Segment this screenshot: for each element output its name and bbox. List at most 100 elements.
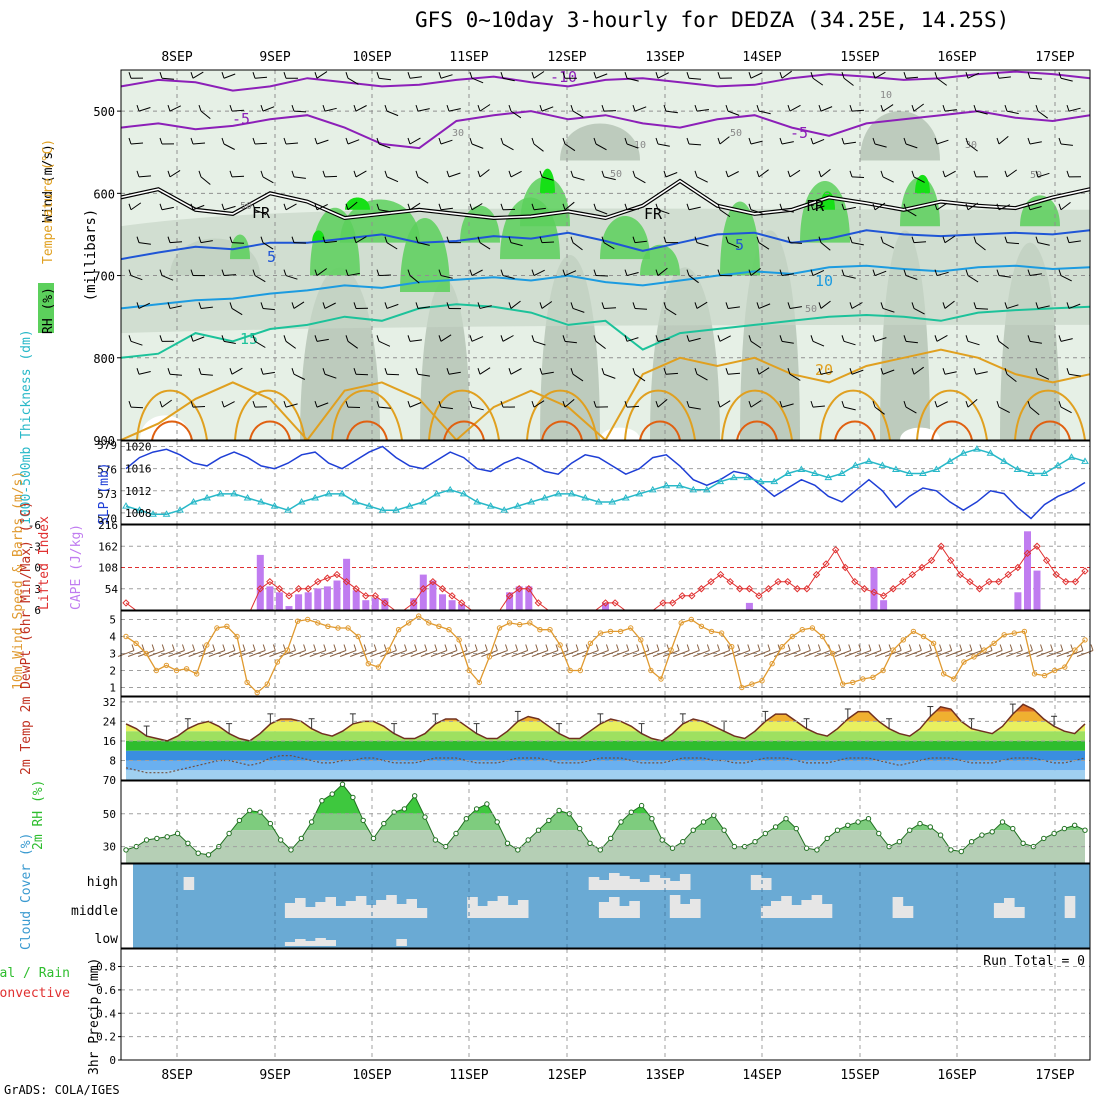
wind-barb	[820, 169, 831, 178]
wind-barb-flag	[903, 400, 907, 408]
surface-wind-barb-flag	[777, 644, 781, 651]
wind-barb	[688, 77, 702, 80]
wind-barb	[626, 405, 640, 408]
wind-barb	[936, 334, 948, 342]
wind-barb	[254, 142, 268, 145]
wind-barb	[758, 169, 769, 178]
wind-barb	[936, 401, 948, 408]
wind-barb	[913, 103, 924, 112]
wind-barb-flag	[477, 368, 481, 375]
wind-speed-marker	[779, 644, 785, 650]
wind-barb-flag	[1058, 400, 1062, 408]
rh-marker	[638, 802, 645, 809]
wind-barb-flag	[973, 104, 977, 112]
wind-barb-flag	[1058, 72, 1062, 79]
rh-marker	[319, 798, 325, 804]
wind-barb	[541, 106, 554, 112]
wind-barb	[440, 207, 453, 211]
wind-barb-flag	[345, 269, 349, 276]
wind-barb	[479, 104, 491, 112]
wind-barb-flag	[469, 137, 473, 145]
wind-barb	[254, 209, 267, 215]
wind-barb	[223, 340, 236, 344]
wind-barb-flag	[1058, 203, 1062, 210]
wind-barb-flag	[663, 368, 667, 375]
temperature-contour-20	[428, 389, 500, 441]
surface-wind-barb	[622, 650, 639, 657]
wind-barb-flag	[407, 137, 411, 145]
temp-tick-label: 16	[103, 735, 116, 748]
wind-barb	[998, 76, 1011, 79]
wind-barb-flag	[159, 400, 163, 408]
wind-barb-flag	[841, 203, 845, 210]
li-marker	[457, 599, 466, 607]
thickness-marker	[419, 498, 428, 505]
temperature-contour-label: 20	[815, 361, 833, 379]
temp-dewpt-frame	[120, 696, 1091, 781]
cloud-cover-block	[993, 903, 1005, 918]
wind-barb	[564, 143, 576, 152]
li-marker	[448, 592, 456, 600]
wind-barb-flag	[810, 72, 814, 79]
thickness-marker	[446, 485, 455, 493]
wind-barb	[533, 207, 546, 211]
wind-barb	[781, 273, 794, 277]
wind-barb	[595, 340, 606, 349]
wind-barb	[510, 368, 522, 375]
wind-barb-flag	[159, 269, 163, 276]
surface-wind-barb-flag	[636, 644, 640, 651]
li-marker	[342, 577, 351, 586]
wind-speed-marker	[194, 671, 200, 677]
wind-barb	[789, 169, 801, 178]
li-marker	[831, 546, 840, 554]
cloud-cover-block	[416, 908, 428, 918]
wind-speed-marker	[224, 623, 230, 629]
surface-wind-barb-flag	[363, 644, 367, 651]
surface-wind-barb-flag	[1050, 644, 1054, 651]
surface-wind-barb-flag	[605, 644, 609, 651]
wind-barb	[386, 303, 399, 309]
rh-marker	[226, 830, 232, 837]
wind-barb-flag	[260, 236, 264, 243]
rh-marker	[907, 827, 913, 833]
li-marker	[908, 570, 917, 579]
wind-speed-marker	[355, 633, 361, 640]
rh-marker	[370, 835, 377, 842]
surface-wind-barb	[683, 650, 700, 657]
top-date-label: 16SEP	[937, 50, 976, 65]
wind-barb-flag	[663, 302, 667, 309]
surface-wind-barb-flag	[908, 644, 912, 651]
wind-barb	[719, 335, 731, 342]
wind-barb-flag	[1035, 104, 1039, 112]
wind-barb-flag	[376, 72, 380, 79]
wind-speed-marker	[749, 681, 755, 687]
thickness-marker	[149, 510, 157, 517]
surface-wind-barb-flag	[131, 644, 135, 651]
wind-barb	[355, 170, 367, 178]
temperature-contour-label: 5	[735, 236, 744, 254]
thickness-ylabel: 1000-500mb Thickness (dm)	[19, 329, 34, 525]
rh-marker	[1020, 840, 1026, 846]
wind-barb	[967, 340, 980, 346]
surface-wind-barb	[733, 650, 750, 657]
surface-wind-barb	[259, 650, 276, 657]
wind-barb	[657, 267, 668, 276]
rh-marker	[164, 834, 170, 840]
temperature-contour-label: 15	[240, 330, 258, 348]
wind-speed-marker	[850, 679, 856, 686]
wind-ylabel: 10m Wind Speed & Barbs (m/s)	[11, 471, 26, 690]
wind-barb	[324, 302, 336, 309]
surface-wind-barb-flag	[494, 644, 498, 651]
wind-barb	[905, 340, 918, 344]
thickness-marker	[716, 477, 725, 485]
surface-wind-barb-flag	[1029, 644, 1033, 651]
wind-barb	[812, 205, 825, 211]
li-marker	[822, 560, 830, 568]
wind-barb-flag	[570, 302, 574, 309]
wind-barb-flag	[903, 72, 907, 79]
wind-barb	[440, 139, 453, 145]
rh-marker	[659, 837, 665, 843]
wind-barb-flag	[531, 269, 535, 276]
upper-air-legend: Wind (m/s)	[41, 144, 56, 222]
temperature-contour	[120, 70, 1091, 92]
